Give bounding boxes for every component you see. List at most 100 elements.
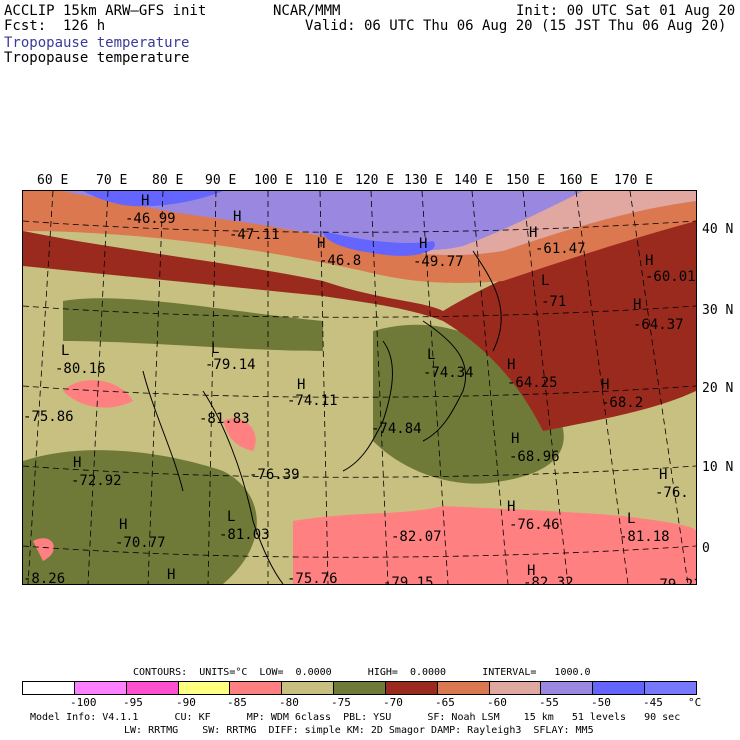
- high-marker: H: [233, 209, 242, 225]
- colorbar-label: -45: [643, 696, 663, 709]
- map-value: -47.11: [229, 227, 280, 243]
- init-time: Init: 00 UTC Sat 01 Aug 20: [516, 3, 736, 19]
- map-value: -46.8: [319, 253, 362, 269]
- map-canvas: [23, 191, 696, 584]
- colorbar-swatch: [593, 682, 646, 694]
- lon-label: 140 E: [454, 173, 494, 188]
- cold-region: [33, 538, 54, 561]
- colorbar-swatch: [178, 682, 231, 694]
- colorbar-swatch: [230, 682, 283, 694]
- tropopause-temperature-map: H -46.99 H -47.11 H -46.8 H -49.77 H -61…: [22, 190, 697, 585]
- colorbar-label: -65: [435, 696, 455, 709]
- cold-region: [223, 418, 256, 451]
- field-title-shaded: Tropopause temperature: [4, 35, 190, 51]
- map-value: -82.32: [523, 575, 574, 585]
- map-value: -79.21: [651, 577, 697, 585]
- map-value: -70.77: [115, 535, 166, 551]
- colorbar-swatch: [437, 682, 490, 694]
- valid-time: Valid: 06 UTC Thu 06 Aug 20 (15 JST Thu …: [305, 18, 727, 34]
- map-value: -75.76: [287, 571, 338, 585]
- lon-label: 100 E: [254, 173, 294, 188]
- colorbar-swatch: [541, 682, 594, 694]
- low-marker: L: [227, 509, 236, 525]
- graticule: [23, 191, 696, 584]
- lon-label: 80 E: [152, 173, 184, 188]
- map-value: -81.18: [619, 529, 670, 545]
- model-info-line1: Model Info: V4.1.1 CU: KF MP: WDM 6class…: [30, 712, 681, 723]
- map-value: -64.37: [633, 317, 684, 333]
- map-value: -74.11: [287, 393, 338, 409]
- map-value: -80.16: [55, 361, 106, 377]
- high-marker: H: [511, 431, 520, 447]
- map-value: -76.46: [509, 517, 560, 533]
- lat-label: 10 N: [702, 460, 734, 475]
- high-marker: H: [73, 455, 82, 471]
- low-marker: L: [627, 511, 636, 527]
- warmest-region: [323, 231, 435, 256]
- warm-region: [23, 211, 696, 431]
- high-marker: H: [529, 225, 538, 241]
- map-value: -61.47: [535, 241, 586, 257]
- high-marker: H: [167, 567, 176, 583]
- lon-label: 70 E: [96, 173, 128, 188]
- high-marker: H: [601, 377, 610, 393]
- lat-label: 0: [702, 541, 710, 556]
- high-marker: H: [297, 377, 306, 393]
- map-value: -79.14: [205, 357, 256, 373]
- colorbar-label: -100: [70, 696, 97, 709]
- colorbar-label: -85: [227, 696, 247, 709]
- map-value: -68.96: [509, 449, 560, 465]
- lat-label: 20 N: [702, 381, 734, 396]
- lon-label: 120 E: [355, 173, 395, 188]
- map-value: -81.03: [219, 527, 270, 543]
- low-marker: L: [427, 347, 436, 363]
- high-marker: H: [507, 357, 516, 373]
- map-value: -71: [541, 294, 567, 310]
- high-marker: H: [659, 467, 668, 483]
- high-marker: H: [141, 193, 150, 209]
- lon-label: 110 E: [304, 173, 344, 188]
- map-value: -76.: [655, 485, 689, 501]
- colorbar-label: -60: [487, 696, 507, 709]
- colorbar-swatch: [23, 682, 75, 694]
- lat-label: 40 N: [702, 222, 734, 237]
- map-value: -46.99: [125, 211, 176, 227]
- map-value: -74.34: [423, 365, 474, 381]
- field-title-contour: Tropopause temperature: [4, 50, 190, 66]
- map-value: -76.39: [249, 467, 300, 483]
- map-value: -81.83: [199, 411, 250, 427]
- colorbar-swatch: [385, 682, 438, 694]
- lon-label: 130 E: [404, 173, 444, 188]
- colorbar-label: -50: [591, 696, 611, 709]
- low-marker: L: [211, 341, 220, 357]
- low-marker: L: [61, 343, 70, 359]
- map-value: -82.07: [391, 529, 442, 545]
- map-value: -79.15: [383, 575, 434, 585]
- colorbar-label: -90: [176, 696, 196, 709]
- lon-label: 60 E: [37, 173, 69, 188]
- warmest-region: [63, 191, 583, 251]
- organization: NCAR/MMM: [273, 3, 341, 19]
- colorbar-swatch: [489, 682, 542, 694]
- map-value: -8.26: [23, 571, 66, 585]
- high-marker: H: [507, 499, 516, 515]
- map-value: -64.25: [507, 375, 558, 391]
- colorbar-label: -95: [123, 696, 143, 709]
- colorbar-unit: °C: [688, 696, 702, 709]
- coastlines: [142, 250, 502, 584]
- lon-label: 90 E: [205, 173, 237, 188]
- high-marker: H: [527, 563, 536, 579]
- map-value: -60.01: [645, 269, 696, 285]
- map-value: -68.2: [601, 395, 644, 411]
- high-marker: H: [645, 253, 654, 269]
- map-value: -74.84: [371, 421, 422, 437]
- lon-label: 170 E: [614, 173, 654, 188]
- colorbar-swatch: [645, 682, 696, 694]
- high-marker: H: [419, 236, 428, 252]
- colorbar-swatch: [126, 682, 179, 694]
- lon-label: 160 E: [559, 173, 599, 188]
- high-marker: H: [119, 517, 128, 533]
- high-marker: H: [633, 297, 642, 313]
- colorbar-label: -55: [539, 696, 559, 709]
- model-title: ACCLIP 15km ARW–GFS init: [4, 3, 207, 19]
